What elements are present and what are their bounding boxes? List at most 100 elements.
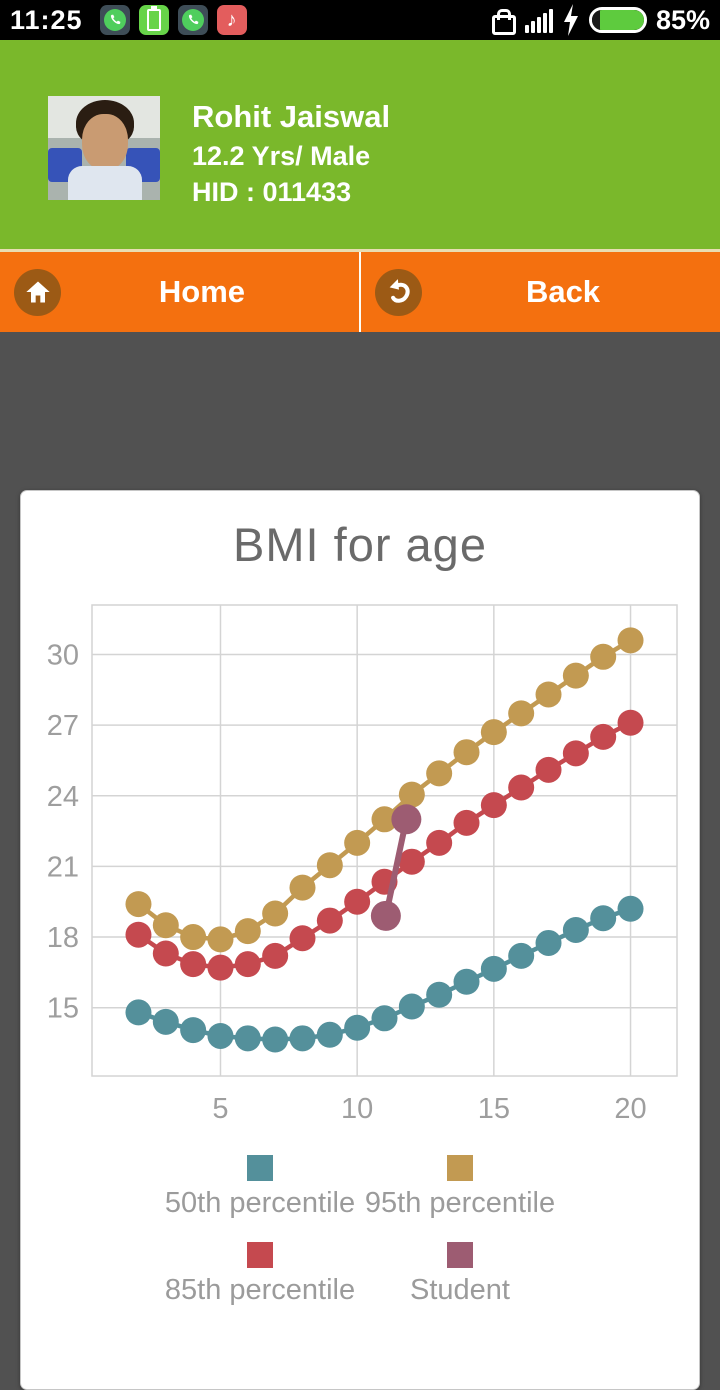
- data-point: [207, 954, 234, 981]
- data-point: [152, 1008, 179, 1035]
- plot-border: [91, 604, 678, 1077]
- back-icon: [375, 268, 422, 316]
- y-tick-label: 27: [47, 710, 79, 742]
- battery-app-icon: [138, 5, 169, 35]
- data-point: [453, 739, 480, 766]
- battery-glyph-icon: [146, 6, 161, 31]
- y-tick-label: 21: [47, 851, 79, 883]
- student-data-point: [391, 804, 422, 835]
- data-point: [207, 926, 234, 953]
- data-point: [180, 951, 207, 978]
- data-point: [617, 895, 644, 922]
- data-point: [234, 918, 261, 945]
- nav-bar: Home Back: [0, 249, 720, 332]
- data-point: [398, 848, 425, 875]
- data-point: [125, 999, 152, 1026]
- data-point: [426, 829, 453, 856]
- music-app-icon: ♪: [216, 5, 247, 35]
- data-point: [590, 905, 617, 932]
- chart-legend: 50th percentile 95th percentile 85th perce…: [21, 1155, 699, 1307]
- data-point: [508, 700, 535, 727]
- data-point: [426, 760, 453, 787]
- data-point: [535, 681, 562, 708]
- data-point: [289, 874, 316, 901]
- data-point: [152, 940, 179, 967]
- data-point: [125, 891, 152, 918]
- student-line: [382, 818, 410, 917]
- clock: 11:25: [10, 4, 83, 35]
- data-point: [371, 806, 398, 833]
- y-tick-label: 18: [47, 922, 79, 954]
- charging-bolt-icon: [562, 4, 580, 36]
- data-point: [535, 929, 562, 956]
- data-point: [316, 852, 343, 879]
- legend-swatch: [447, 1242, 473, 1268]
- signal-bars-icon: [524, 7, 553, 33]
- student-photo: [48, 96, 160, 200]
- legend-item-student: Student: [360, 1242, 560, 1307]
- x-tick-label: 5: [212, 1093, 228, 1125]
- data-point: [234, 1025, 261, 1052]
- data-point: [508, 942, 535, 969]
- legend-swatch: [247, 1242, 273, 1268]
- whatsapp-icon: [99, 5, 130, 35]
- profile-header: Rohit Jaiswal 12.2 Yrs/ Male HID : 01143…: [0, 40, 720, 249]
- status-bar: 11:25 ♪ 85%: [0, 0, 720, 40]
- data-point: [207, 1022, 234, 1049]
- legend-swatch: [247, 1155, 273, 1181]
- x-tick-label: 10: [341, 1093, 373, 1125]
- data-point: [590, 643, 617, 670]
- home-icon: [14, 268, 61, 316]
- data-point: [344, 1014, 371, 1041]
- data-point: [480, 955, 507, 982]
- whatsapp-phone-icon: [103, 9, 126, 31]
- data-point: [453, 809, 480, 836]
- legend-label: 95th percentile: [364, 1187, 556, 1219]
- data-point: [289, 925, 316, 952]
- lock-icon: [491, 8, 516, 35]
- data-point: [398, 993, 425, 1020]
- data-point: [371, 1005, 398, 1032]
- data-point: [344, 888, 371, 915]
- data-point: [562, 740, 589, 767]
- battery-icon: [588, 7, 647, 33]
- data-point: [590, 723, 617, 750]
- data-point: [316, 907, 343, 934]
- student-name: Rohit Jaiswal: [192, 99, 391, 134]
- battery-percent: 85%: [655, 4, 710, 35]
- bmi-chart: 15 18 21 24 27 30 5 10 15 20: [47, 604, 678, 1125]
- legend-item-50th-percentile: 50th percentile: [160, 1155, 360, 1220]
- data-point: [562, 662, 589, 689]
- bmi-chart-card: BMI for age 15 18 21 24 27 30 5 10 15 20 50th per…: [20, 490, 700, 1390]
- data-point: [426, 981, 453, 1008]
- whatsapp-icon: [177, 5, 208, 35]
- data-point: [262, 1026, 289, 1053]
- student-data-point: [370, 900, 401, 931]
- student-age-gender: 12.2 Yrs/ Male: [192, 141, 371, 171]
- x-tick-label: 20: [614, 1093, 646, 1125]
- data-point: [152, 912, 179, 939]
- data-point: [508, 774, 535, 801]
- data-point: [289, 1025, 316, 1052]
- y-tick-label: 24: [47, 781, 79, 813]
- data-point: [562, 916, 589, 943]
- back-button[interactable]: Back: [359, 252, 720, 332]
- legend-item-95th-percentile: 95th percentile: [360, 1155, 560, 1220]
- legend-label: 50th percentile: [164, 1187, 356, 1219]
- data-point: [234, 951, 261, 978]
- back-label: Back: [525, 274, 601, 309]
- y-tick-label: 15: [47, 993, 79, 1025]
- home-button[interactable]: Home: [0, 252, 359, 332]
- data-point: [344, 829, 371, 856]
- data-point: [262, 942, 289, 969]
- data-point: [617, 627, 644, 654]
- data-point: [398, 781, 425, 808]
- data-point: [617, 709, 644, 736]
- data-point: [180, 924, 207, 951]
- legend-swatch: [447, 1155, 473, 1181]
- home-label: Home: [158, 274, 246, 309]
- data-point: [453, 968, 480, 995]
- data-point: [480, 719, 507, 746]
- student-hid: HID : 011433: [192, 177, 352, 207]
- data-point: [125, 921, 152, 948]
